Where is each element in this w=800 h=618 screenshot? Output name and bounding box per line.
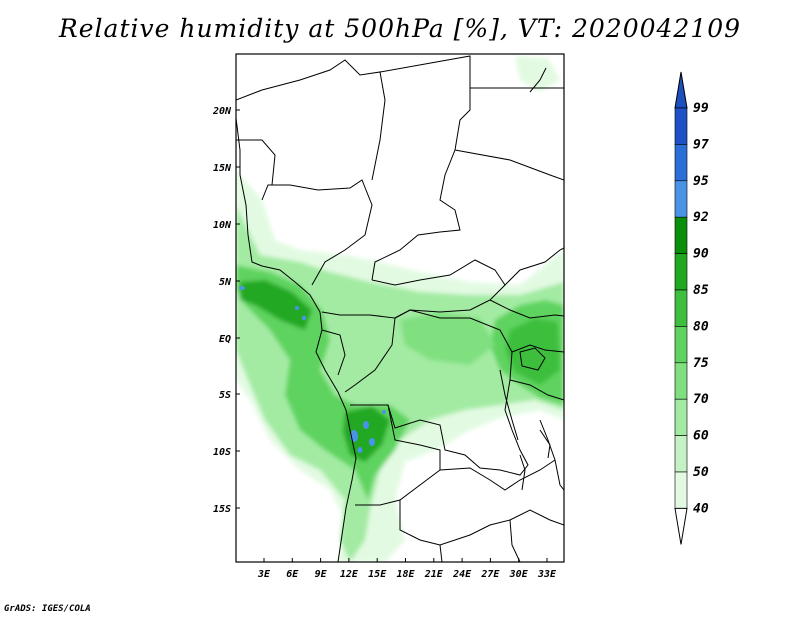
lake bbox=[519, 347, 546, 371]
country-borders bbox=[236, 55, 564, 562]
lon-label: 24E bbox=[452, 569, 472, 580]
border bbox=[511, 344, 564, 353]
colorbar-label: 70 bbox=[693, 392, 709, 407]
colorbar-label: 95 bbox=[693, 174, 709, 189]
border bbox=[236, 59, 386, 181]
border bbox=[261, 179, 373, 286]
lat-label: 15S bbox=[213, 504, 231, 515]
border bbox=[509, 379, 564, 401]
border bbox=[439, 459, 556, 491]
border bbox=[504, 247, 564, 286]
rh-95-spot bbox=[369, 438, 375, 446]
lat-label: 10N bbox=[213, 220, 232, 231]
lat-label: 5S bbox=[219, 390, 231, 401]
colorbar-segment bbox=[674, 216, 688, 254]
lon-label: 15E bbox=[368, 569, 387, 580]
lon-label: 27E bbox=[480, 569, 500, 580]
humidity-field bbox=[236, 56, 564, 562]
lon-label: 3E bbox=[257, 569, 271, 580]
colorbar-label: 80 bbox=[693, 319, 709, 334]
border bbox=[539, 419, 564, 491]
border bbox=[371, 259, 506, 319]
rh-95-spot bbox=[363, 421, 369, 429]
colorbar: 99 97 95 92 90 85 80 75 70 60 50 40 bbox=[674, 71, 709, 545]
colorbar-label: 97 bbox=[693, 137, 709, 152]
lat-label: 15N bbox=[213, 163, 232, 174]
colorbar-label: 50 bbox=[693, 465, 709, 480]
rh-90-region-gulf bbox=[240, 280, 312, 330]
rh-60-region bbox=[236, 205, 564, 562]
colorbar-segment bbox=[674, 362, 688, 400]
rh-95-spot bbox=[382, 410, 386, 414]
border bbox=[399, 500, 564, 546]
colorbar-segment bbox=[674, 144, 688, 182]
colorbar-bottom-arrow bbox=[674, 507, 688, 545]
rh-95-spot bbox=[295, 306, 299, 310]
lat-label: 5N bbox=[219, 277, 232, 288]
lake bbox=[499, 369, 519, 441]
lon-label: 9E bbox=[315, 569, 328, 580]
border bbox=[321, 329, 346, 376]
lon-label: 33E bbox=[537, 569, 557, 580]
rh-90-region-angola bbox=[343, 406, 390, 462]
rh-75-region-center bbox=[400, 312, 495, 365]
border bbox=[509, 519, 521, 562]
colorbar-label: 99 bbox=[693, 101, 709, 116]
colorbar-segment bbox=[674, 435, 688, 473]
colorbar-segment bbox=[674, 180, 688, 218]
map-title: Relative humidity at 500hPa [%], VT: 202… bbox=[58, 14, 742, 43]
lon-label: 21E bbox=[424, 569, 444, 580]
rh-95-spot bbox=[357, 447, 363, 453]
colorbar-segment bbox=[674, 107, 688, 145]
colorbar-label: 60 bbox=[693, 429, 709, 444]
latitude-axis: 20N 15N 10N 5N EQ 5S 10S 15S bbox=[212, 106, 240, 515]
lake bbox=[519, 454, 526, 491]
colorbar-label: 90 bbox=[693, 247, 709, 262]
rh-95-spot bbox=[239, 286, 245, 290]
colorbar-segment bbox=[674, 398, 688, 436]
border bbox=[236, 139, 276, 186]
map-frame bbox=[235, 53, 565, 563]
lon-label: 18E bbox=[396, 569, 415, 580]
border bbox=[454, 149, 564, 181]
rh-95-spots bbox=[239, 286, 386, 453]
colorbar-top-arrow bbox=[674, 71, 688, 109]
lat-label: EQ bbox=[219, 334, 231, 345]
border bbox=[321, 311, 396, 393]
rh-90-region-lakes bbox=[505, 318, 560, 385]
lon-label: 6E bbox=[286, 569, 299, 580]
coastline bbox=[236, 117, 357, 562]
border bbox=[350, 309, 529, 476]
lat-label: 20N bbox=[212, 106, 232, 117]
lon-label: 12E bbox=[340, 569, 359, 580]
border bbox=[439, 544, 443, 562]
grads-credit: GrADS: IGES/COLA bbox=[4, 604, 91, 614]
longitude-axis: 3E 6E 9E 12E 15E 18E 21E 24E 27E 30E 33E bbox=[257, 558, 557, 580]
rh-95-spot bbox=[302, 315, 306, 321]
border bbox=[371, 55, 471, 281]
lake bbox=[539, 429, 551, 459]
colorbar-label: 85 bbox=[693, 283, 709, 298]
colorbar-segment bbox=[674, 471, 688, 509]
colorbar-label: 75 bbox=[693, 356, 709, 371]
colorbar-segment bbox=[674, 289, 688, 327]
coastline bbox=[529, 67, 547, 93]
colorbar-segment bbox=[674, 326, 688, 364]
colorbar-segment bbox=[674, 253, 688, 291]
lon-label: 30E bbox=[509, 569, 529, 580]
colorbar-label: 92 bbox=[693, 210, 709, 225]
border bbox=[489, 299, 564, 319]
rh-40-region-ne bbox=[515, 56, 560, 92]
colorbar-label: 40 bbox=[693, 501, 709, 516]
lat-label: 10S bbox=[213, 447, 231, 458]
